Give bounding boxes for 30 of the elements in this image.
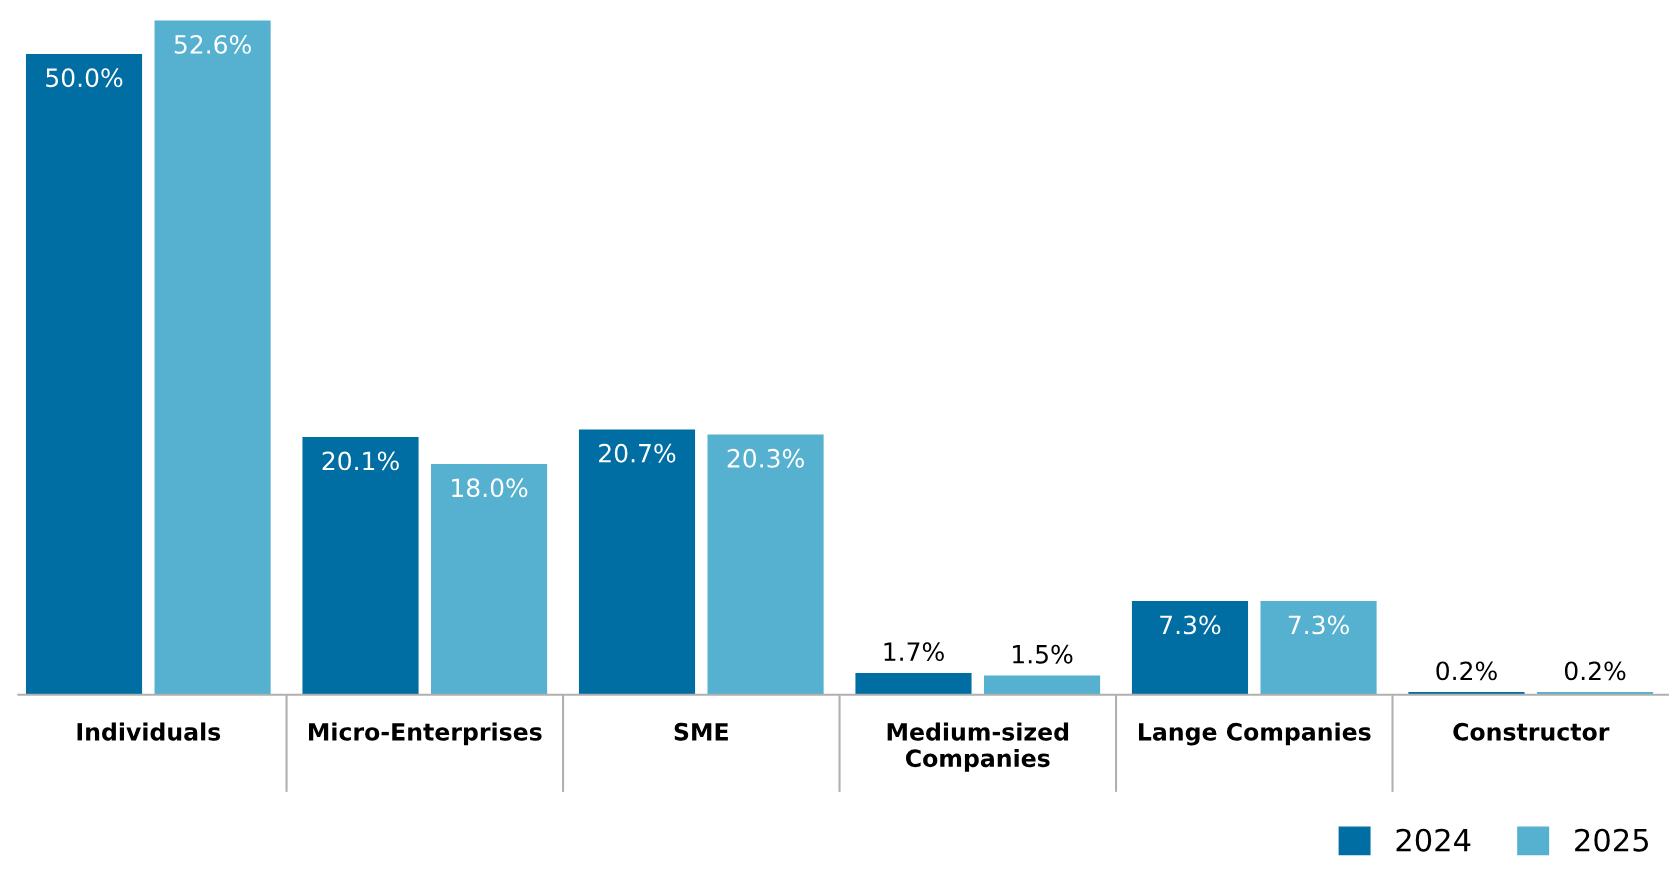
legend-label: 2025 <box>1575 828 1648 852</box>
x-tick-label: Individuals <box>77 722 221 741</box>
data-label: 7.3% <box>1288 615 1349 635</box>
data-label: 7.3% <box>1160 615 1221 635</box>
bar <box>1131 601 1249 695</box>
bar <box>855 672 972 695</box>
data-label: 1.5% <box>1013 644 1073 664</box>
bar <box>154 20 271 695</box>
x-tick-label: Medium-sized Companies <box>887 722 1069 772</box>
bar <box>707 434 824 695</box>
x-tick-label: Constructor <box>1453 722 1610 741</box>
bar <box>578 429 696 695</box>
legend-label: 2024 <box>1396 828 1471 852</box>
bar <box>1260 601 1377 695</box>
x-tick-label: Micro-Enterprises <box>309 722 542 746</box>
bar <box>25 53 143 695</box>
data-label: 50.0% <box>46 68 123 88</box>
data-label: 20.1% <box>322 451 399 471</box>
data-label: 0.2% <box>1436 661 1497 681</box>
bar <box>431 464 548 695</box>
data-label: 1.7% <box>884 642 944 662</box>
bar <box>984 675 1101 695</box>
data-label: 20.3% <box>727 448 804 468</box>
x-tick-label: SME <box>674 722 728 741</box>
data-label: 52.6% <box>174 34 251 54</box>
bar <box>302 437 419 695</box>
data-label: 18.0% <box>452 478 528 498</box>
data-label: 0.2% <box>1564 661 1626 681</box>
x-tick-label: Lange Companies <box>1139 722 1371 746</box>
data-label: 20.7% <box>599 443 676 463</box>
